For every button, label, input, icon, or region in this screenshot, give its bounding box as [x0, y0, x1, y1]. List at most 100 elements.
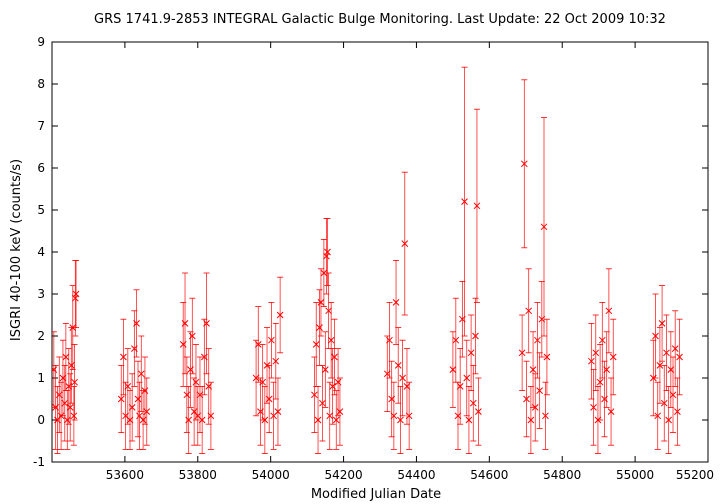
y-tick-label: 3 [37, 287, 45, 301]
data-point [676, 318, 683, 396]
x-marker [461, 198, 468, 205]
data-point [314, 385, 322, 455]
x-marker [390, 412, 398, 420]
x-marker [133, 320, 140, 327]
x-marker [536, 387, 543, 394]
data-point [69, 285, 77, 371]
x-marker [671, 345, 679, 352]
data-point [529, 331, 537, 408]
x-marker [397, 416, 404, 424]
data-point [590, 369, 597, 446]
data-point [405, 381, 413, 450]
x-marker [276, 311, 284, 319]
data-point [61, 364, 69, 442]
y-tick-label: 5 [37, 203, 45, 217]
x-tick-label: 54600 [470, 468, 508, 482]
y-tick-label: 2 [37, 329, 45, 343]
y-axis: -1 0 1 2 3 4 5 6 7 8 9 [33, 35, 708, 469]
x-marker [323, 252, 330, 260]
x-marker [70, 412, 78, 420]
data-point [321, 331, 329, 408]
x-marker [605, 307, 613, 315]
data-point [198, 385, 206, 455]
data-point [525, 268, 533, 354]
data-point [143, 377, 151, 446]
data-point [65, 348, 73, 425]
data-point [268, 301, 275, 379]
x-marker [598, 336, 606, 344]
data-point [469, 364, 477, 442]
x-marker [473, 202, 481, 210]
x-marker [71, 378, 78, 386]
x-marker [660, 399, 668, 407]
x-tick-label: 54200 [324, 468, 362, 482]
x-marker [449, 366, 457, 373]
data-point [71, 259, 79, 337]
x-marker [320, 269, 328, 277]
data-point [543, 318, 551, 396]
x-marker [261, 416, 269, 424]
data-point [609, 318, 617, 396]
x-marker [669, 391, 677, 399]
data-point [536, 352, 543, 429]
x-marker [332, 416, 340, 424]
x-marker [663, 349, 670, 357]
x-tick-label: 54800 [543, 468, 581, 482]
x-marker [72, 290, 80, 298]
x-marker [181, 320, 189, 327]
x-marker [456, 383, 464, 390]
x-marker [674, 408, 681, 415]
data-point [607, 377, 615, 446]
data-point [265, 364, 273, 434]
data-point [185, 385, 193, 455]
data-point [596, 343, 604, 421]
x-marker [124, 383, 132, 390]
data-point [531, 373, 539, 442]
data-point [671, 310, 679, 387]
data-point [319, 364, 326, 442]
data-point [449, 331, 457, 408]
data-point [67, 327, 75, 404]
y-tick-label: 7 [37, 119, 45, 133]
x-marker [120, 353, 127, 361]
x-marker [399, 374, 406, 382]
data-point [324, 217, 331, 287]
x-marker [136, 412, 143, 420]
x-marker [265, 395, 273, 403]
data-point [70, 385, 78, 446]
data-point [124, 348, 132, 425]
y-tick-label: 6 [37, 161, 45, 175]
x-marker [325, 307, 332, 315]
x-marker [319, 399, 326, 407]
y-tick-label: 8 [37, 77, 45, 91]
data-point [588, 322, 595, 400]
data-point [397, 385, 404, 455]
x-marker [603, 366, 611, 373]
data-point [461, 66, 468, 337]
data-point [270, 381, 277, 450]
data-point [59, 339, 67, 417]
x-marker [652, 332, 659, 340]
x-marker [534, 336, 541, 344]
x-marker [192, 378, 200, 386]
data-point [523, 360, 530, 438]
y-tick-label: 1 [37, 371, 45, 385]
x-marker [588, 357, 595, 365]
data-point [336, 377, 344, 446]
chart-title: GRS 1741.9-2853 INTEGRAL Galactic Bulge … [94, 12, 666, 27]
data-point [203, 272, 210, 375]
data-point [603, 331, 611, 408]
data-point [401, 171, 409, 316]
data-point [117, 364, 125, 434]
x-marker [525, 307, 533, 315]
data-point [62, 322, 70, 392]
x-marker [69, 324, 77, 331]
x-marker [207, 412, 215, 420]
data-point [71, 343, 78, 421]
x-marker [268, 336, 275, 344]
data-point [207, 381, 215, 450]
x-marker [523, 395, 530, 403]
x-marker [71, 294, 79, 302]
x-axis: 53600 53800 54000 54200 54400 54600 54800 55000… [106, 42, 714, 482]
